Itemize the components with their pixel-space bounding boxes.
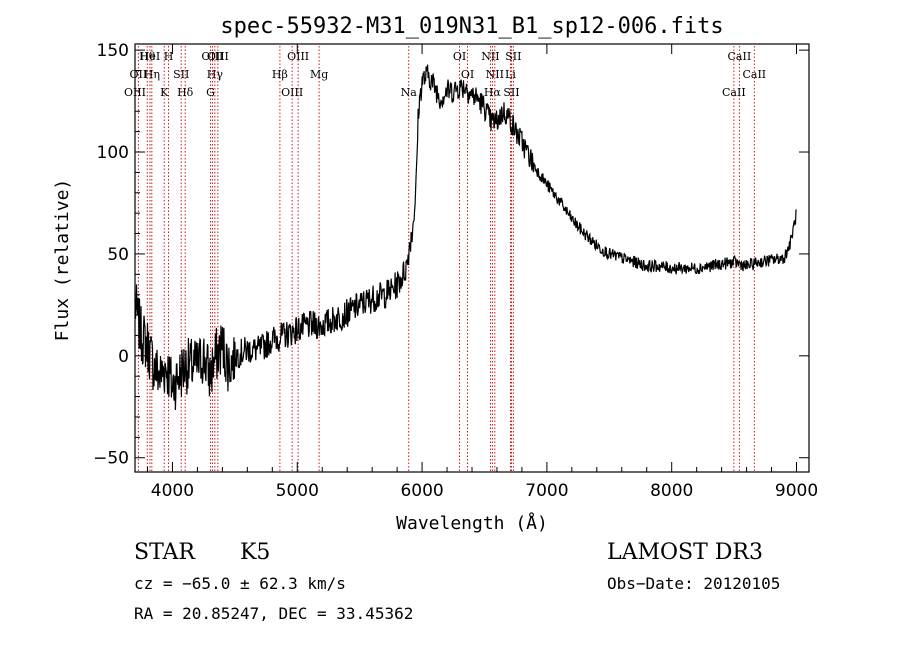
cz-line: cz = −65.0 ± 62.3 km/s — [134, 574, 346, 593]
line-marker-label-15: OIII — [287, 50, 309, 63]
line-marker-label-9: OIII — [201, 50, 223, 63]
line-marker-label-18: OI — [453, 50, 466, 63]
line-marker-label-7: SII — [173, 68, 189, 81]
line-marker-label-27: CaII — [728, 50, 752, 63]
line-marker-label-8: Hδ — [177, 86, 194, 99]
line-marker-label-5: K — [160, 86, 169, 99]
line-marker-label-16: Mg — [310, 68, 328, 81]
line-marker-label-4: Hη — [144, 68, 160, 81]
y-tick-label-4: 150 — [97, 41, 129, 61]
line-marker-label-20: Hα — [484, 86, 502, 99]
x-tick-label-3: 7000 — [525, 481, 568, 501]
y-axis-ticks: −50 0 50 100 150 — [93, 41, 809, 469]
line-marker-label-3: HeI — [140, 50, 160, 63]
y-tick-label-0: −50 — [93, 449, 129, 469]
x-axis-ticks: 4000 5000 6000 7000 8000 9000 — [146, 44, 818, 501]
x-tick-label-1: 5000 — [276, 481, 319, 501]
line-marker-label-1: OII — [130, 68, 148, 81]
y-tick-label-1: 0 — [118, 347, 129, 367]
x-tick-label-4: 8000 — [650, 481, 693, 501]
line-marker-label-24: SII — [505, 50, 521, 63]
flux-series-line — [134, 64, 798, 411]
line-marker-label-21: NII — [481, 50, 499, 63]
line-marker-label-6: H — [164, 50, 174, 63]
line-marker-label-13: Hβ — [272, 68, 288, 81]
line-marker-label-17: Na — [401, 86, 418, 99]
line-marker-label-22: NII — [486, 68, 504, 81]
subclass-label: K5 — [240, 540, 271, 565]
x-axis-label: Wavelength (Å) — [396, 512, 548, 534]
line-marker-label-12: OIII — [207, 50, 229, 63]
line-marker-label-28: CaII — [742, 68, 766, 81]
chart-title: spec-55932-M31_019N31_B1_sp12-006.fits — [220, 14, 723, 39]
line-marker-label-14: OIII — [281, 86, 303, 99]
line-marker-label-10: Hγ — [207, 68, 224, 81]
plot-frame — [134, 43, 810, 473]
x-tick-label-2: 6000 — [400, 481, 443, 501]
survey-label: LAMOST DR3 — [607, 540, 763, 565]
line-marker-label-23: SII — [503, 86, 519, 99]
class-label: STAR — [134, 540, 195, 565]
x-tick-label-5: 9000 — [775, 481, 818, 501]
y-tick-label-3: 100 — [97, 143, 129, 163]
line-marker-label-25: Li — [505, 68, 516, 81]
emission-line-labels: Hθ OII OIII HeI HηK H SII Hδ OIII Hγ G OIII Hβ OIII OI… — [124, 50, 766, 99]
emission-line-markers — [134, 46, 755, 471]
line-marker-label-11: G — [206, 86, 215, 99]
line-marker-label-19: OI — [461, 68, 474, 81]
y-axis-label: Flux (relative) — [52, 179, 73, 342]
radec-line: RA = 20.85247, DEC = 33.45362 — [134, 604, 414, 623]
line-marker-label-0: Hθ — [139, 50, 156, 63]
y-tick-label-2: 50 — [107, 245, 129, 265]
line-marker-label-26: CaII — [722, 86, 746, 99]
x-tick-label-0: 4000 — [151, 481, 194, 501]
obs-date-line: Obs−Date: 20120105 — [607, 574, 781, 593]
